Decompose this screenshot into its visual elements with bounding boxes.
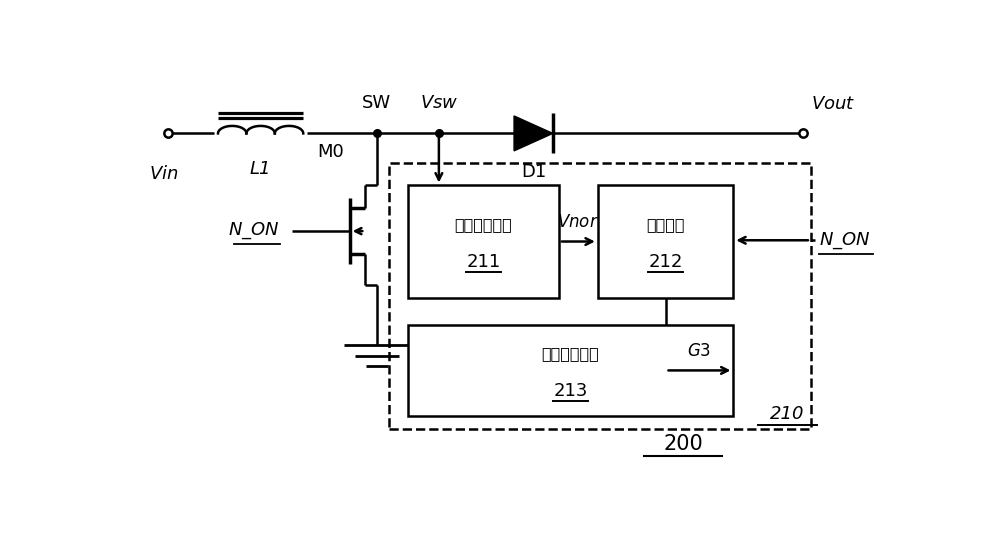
Text: D1: D1: [521, 163, 546, 180]
Text: SW: SW: [362, 94, 391, 112]
Bar: [408, 325, 733, 416]
Text: 电压传递电路: 电压传递电路: [542, 346, 600, 361]
Text: 控制电路: 控制电路: [646, 218, 685, 232]
Text: 振铃检测电路: 振铃检测电路: [455, 218, 512, 232]
Text: 210: 210: [770, 405, 805, 423]
Bar: [598, 185, 733, 298]
Text: 213: 213: [553, 382, 588, 400]
Text: $N\_ON$: $N\_ON$: [819, 230, 870, 251]
Text: $G3$: $G3$: [687, 342, 712, 360]
Polygon shape: [514, 116, 553, 151]
Text: $Vin$: $Vin$: [149, 165, 179, 183]
Text: 211: 211: [466, 253, 501, 271]
Text: M0: M0: [317, 143, 344, 161]
Text: $Vout$: $Vout$: [811, 94, 855, 113]
Text: L1: L1: [250, 160, 271, 178]
Text: $Vsw$: $Vsw$: [420, 94, 458, 112]
Text: $N\_ON$: $N\_ON$: [228, 221, 280, 241]
Bar: [388, 163, 811, 429]
Text: 200: 200: [663, 434, 703, 454]
Text: $Vnor$: $Vnor$: [557, 213, 599, 231]
Bar: [408, 185, 559, 298]
Text: 212: 212: [648, 253, 683, 271]
